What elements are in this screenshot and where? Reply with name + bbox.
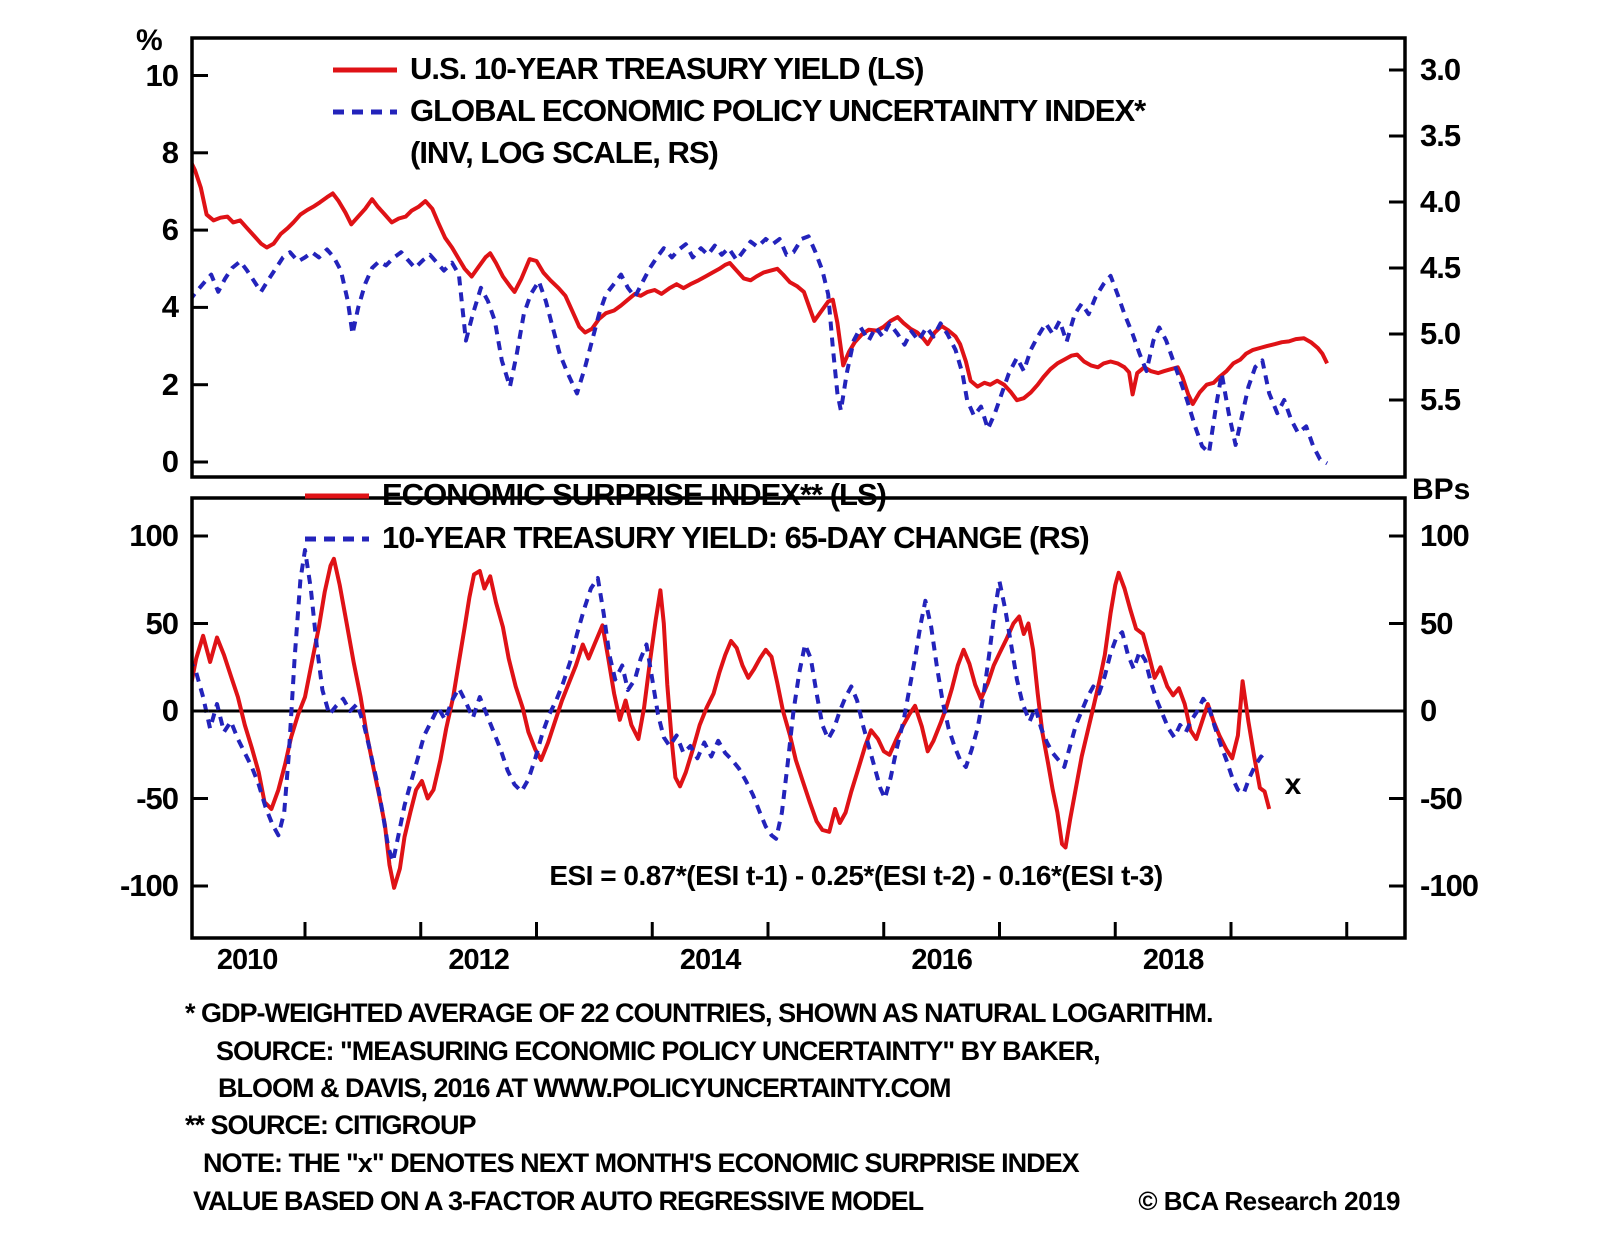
top-red-treasury-yield-line — [192, 159, 1329, 406]
bottom-blue-65day-change-line — [192, 548, 1267, 864]
top-blue-uncertainty-index-line — [192, 234, 1329, 466]
top-panel-border — [190, 36, 1407, 479]
bottom-red-economic-surprise-line — [192, 556, 1272, 890]
bottom-panel-border — [190, 496, 1407, 940]
